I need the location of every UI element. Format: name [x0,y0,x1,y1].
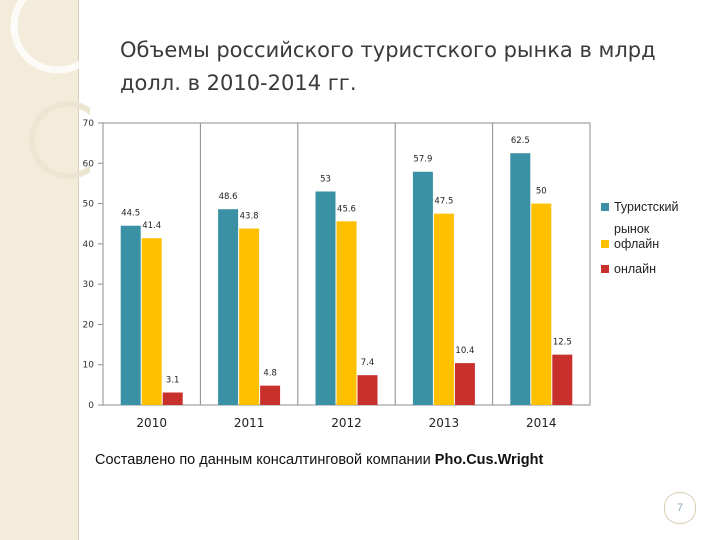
legend-swatch [601,265,609,273]
x-tick-label: 2010 [136,416,167,430]
y-tick-label: 70 [83,119,95,129]
x-tick-label: 2014 [526,416,557,430]
data-label: 45.6 [337,204,356,214]
y-tick-label: 0 [88,401,94,411]
data-label: 50 [536,187,547,197]
y-tick-label: 20 [83,320,95,330]
legend-label: Туристский [614,200,679,214]
legend-label: онлайн [614,262,656,276]
source-text: Составлено по данным консалтинговой комп… [95,452,435,468]
data-label: 44.5 [121,209,140,219]
bar [141,238,162,405]
legend-label: рынок [614,222,650,236]
slide-title: Объемы российского туристского рынка в м… [120,38,656,95]
source-brand: Pho.Cus.Wright [434,452,544,468]
data-label: 48.6 [219,192,238,202]
bar [120,225,141,405]
data-label: 53 [320,174,331,184]
data-label: 10.4 [455,346,474,356]
y-tick-label: 30 [83,280,95,290]
data-label: 4.8 [263,369,277,379]
bar [357,375,378,405]
data-label: 7.4 [361,358,375,368]
data-label: 12.5 [553,338,572,348]
bar-chart: 0 10 20 30 40 50 60 70 44.541.4 3.1 2010 48.643.8 4.… [83,119,679,430]
y-tick-label: 50 [83,200,95,210]
left-decor-line [78,0,79,540]
bar [260,385,281,405]
legend-swatch [601,203,609,211]
bar [552,354,573,405]
page-number: 7 [664,492,696,524]
legend-swatch [601,240,609,248]
y-tick-label: 40 [83,240,95,250]
data-label: 62.5 [511,136,530,146]
bar [412,171,433,405]
decorative-circles [10,0,90,179]
y-tick-label: 10 [83,361,95,371]
legend-label: офлайн [614,237,659,251]
x-tick-label: 2013 [429,416,460,430]
x-tick-label: 2011 [234,416,265,430]
bar [336,221,357,405]
data-label: 43.8 [240,212,259,222]
bar [531,203,552,405]
bar [433,213,454,405]
data-label: 57.9 [413,155,432,165]
bar [454,363,475,405]
bar [218,209,239,405]
bar [162,392,183,405]
data-label: 3.1 [166,376,180,386]
bar [315,191,336,405]
bar [510,153,531,405]
data-label: 47.5 [434,197,453,207]
bar [239,228,260,405]
x-tick-label: 2012 [331,416,362,430]
source-note: Составлено по данным консалтинговой комп… [95,452,543,468]
data-label: 41.4 [142,221,161,231]
y-tick-label: 60 [83,159,95,169]
left-decor-band [0,0,78,540]
